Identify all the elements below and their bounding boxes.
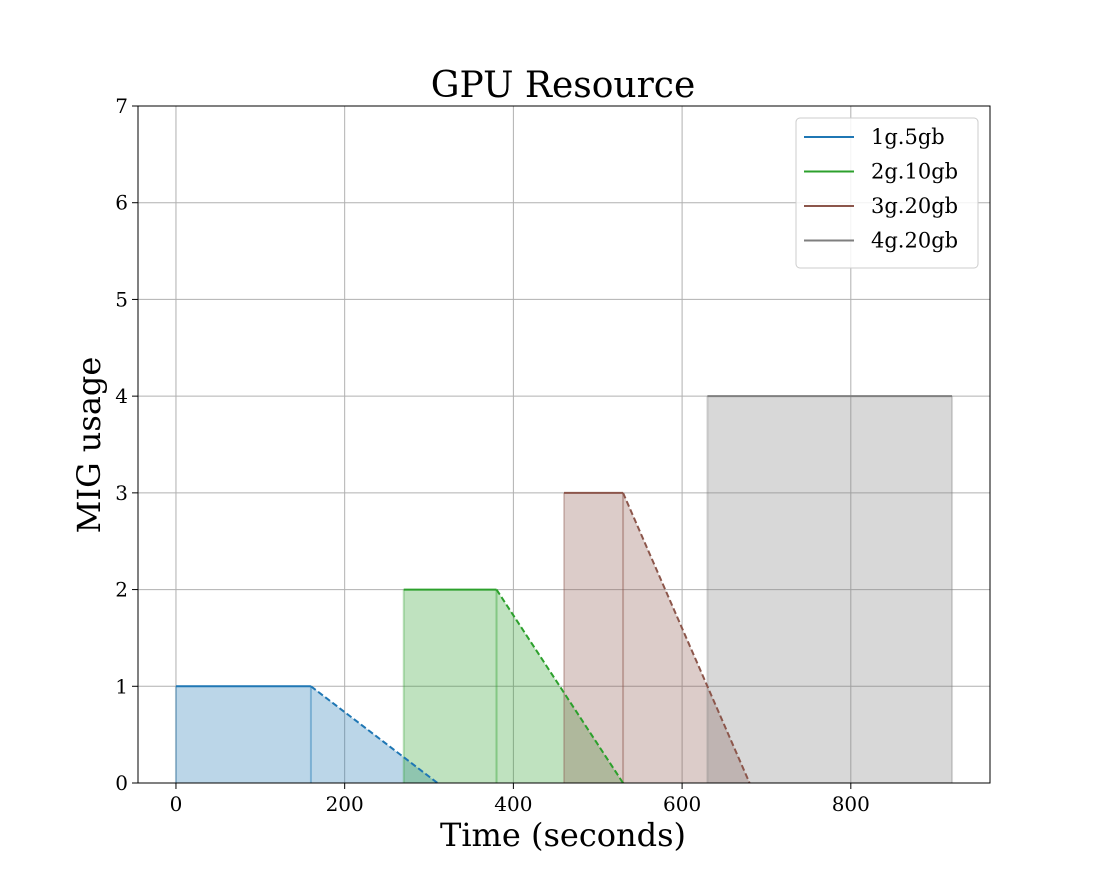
series-dashed-3g.20gb <box>622 492 751 784</box>
plot-frame <box>137 105 991 784</box>
legend-label-3g.20gb: 3g.20gb <box>871 194 958 218</box>
series-areas <box>174 396 954 783</box>
y-tick-label: 2 <box>115 578 128 602</box>
legend-box <box>795 117 979 269</box>
y-tick-label: 5 <box>115 287 128 311</box>
series-area-1g.5gb <box>175 686 438 783</box>
y-tick-label: 3 <box>115 481 128 505</box>
series-lines <box>175 395 953 784</box>
y-tick-label: 6 <box>115 191 128 215</box>
y-tick-label: 1 <box>115 674 128 698</box>
y-axis-ticks: 0 1 2 3 4 5 6 7 <box>115 94 138 795</box>
series-dashed-2g.10gb <box>495 589 624 784</box>
x-axis-ticks: 0 200 400 600 800 <box>170 783 870 816</box>
legend-label-4g.20gb: 4g.20gb <box>871 229 958 253</box>
chart-title: GPU Resource <box>431 65 696 106</box>
series-area-3g.20gb <box>564 492 750 783</box>
y-tick-label: 0 <box>115 771 128 795</box>
x-tick-label: 400 <box>494 792 532 816</box>
y-tick-label: 7 <box>115 94 128 118</box>
legend-label-1g.5gb: 1g.5gb <box>871 125 945 149</box>
legend-label-2g.10gb: 2g.10gb <box>871 160 958 184</box>
series-area-2g.10gb <box>403 589 624 783</box>
y-axis-title: MIG usage <box>70 357 108 534</box>
x-tick-label: 800 <box>832 792 870 816</box>
x-tick-label: 600 <box>663 792 701 816</box>
y-tick-label: 4 <box>115 384 128 408</box>
x-tick-label: 200 <box>326 792 364 816</box>
series-area-4g.20gb <box>707 396 953 783</box>
x-tick-label: 0 <box>170 792 183 816</box>
legend: 1g.5gb 2g.10gb 3g.20gb 4g.20gb <box>795 117 979 269</box>
x-axis-title: Time (seconds) <box>440 816 686 854</box>
